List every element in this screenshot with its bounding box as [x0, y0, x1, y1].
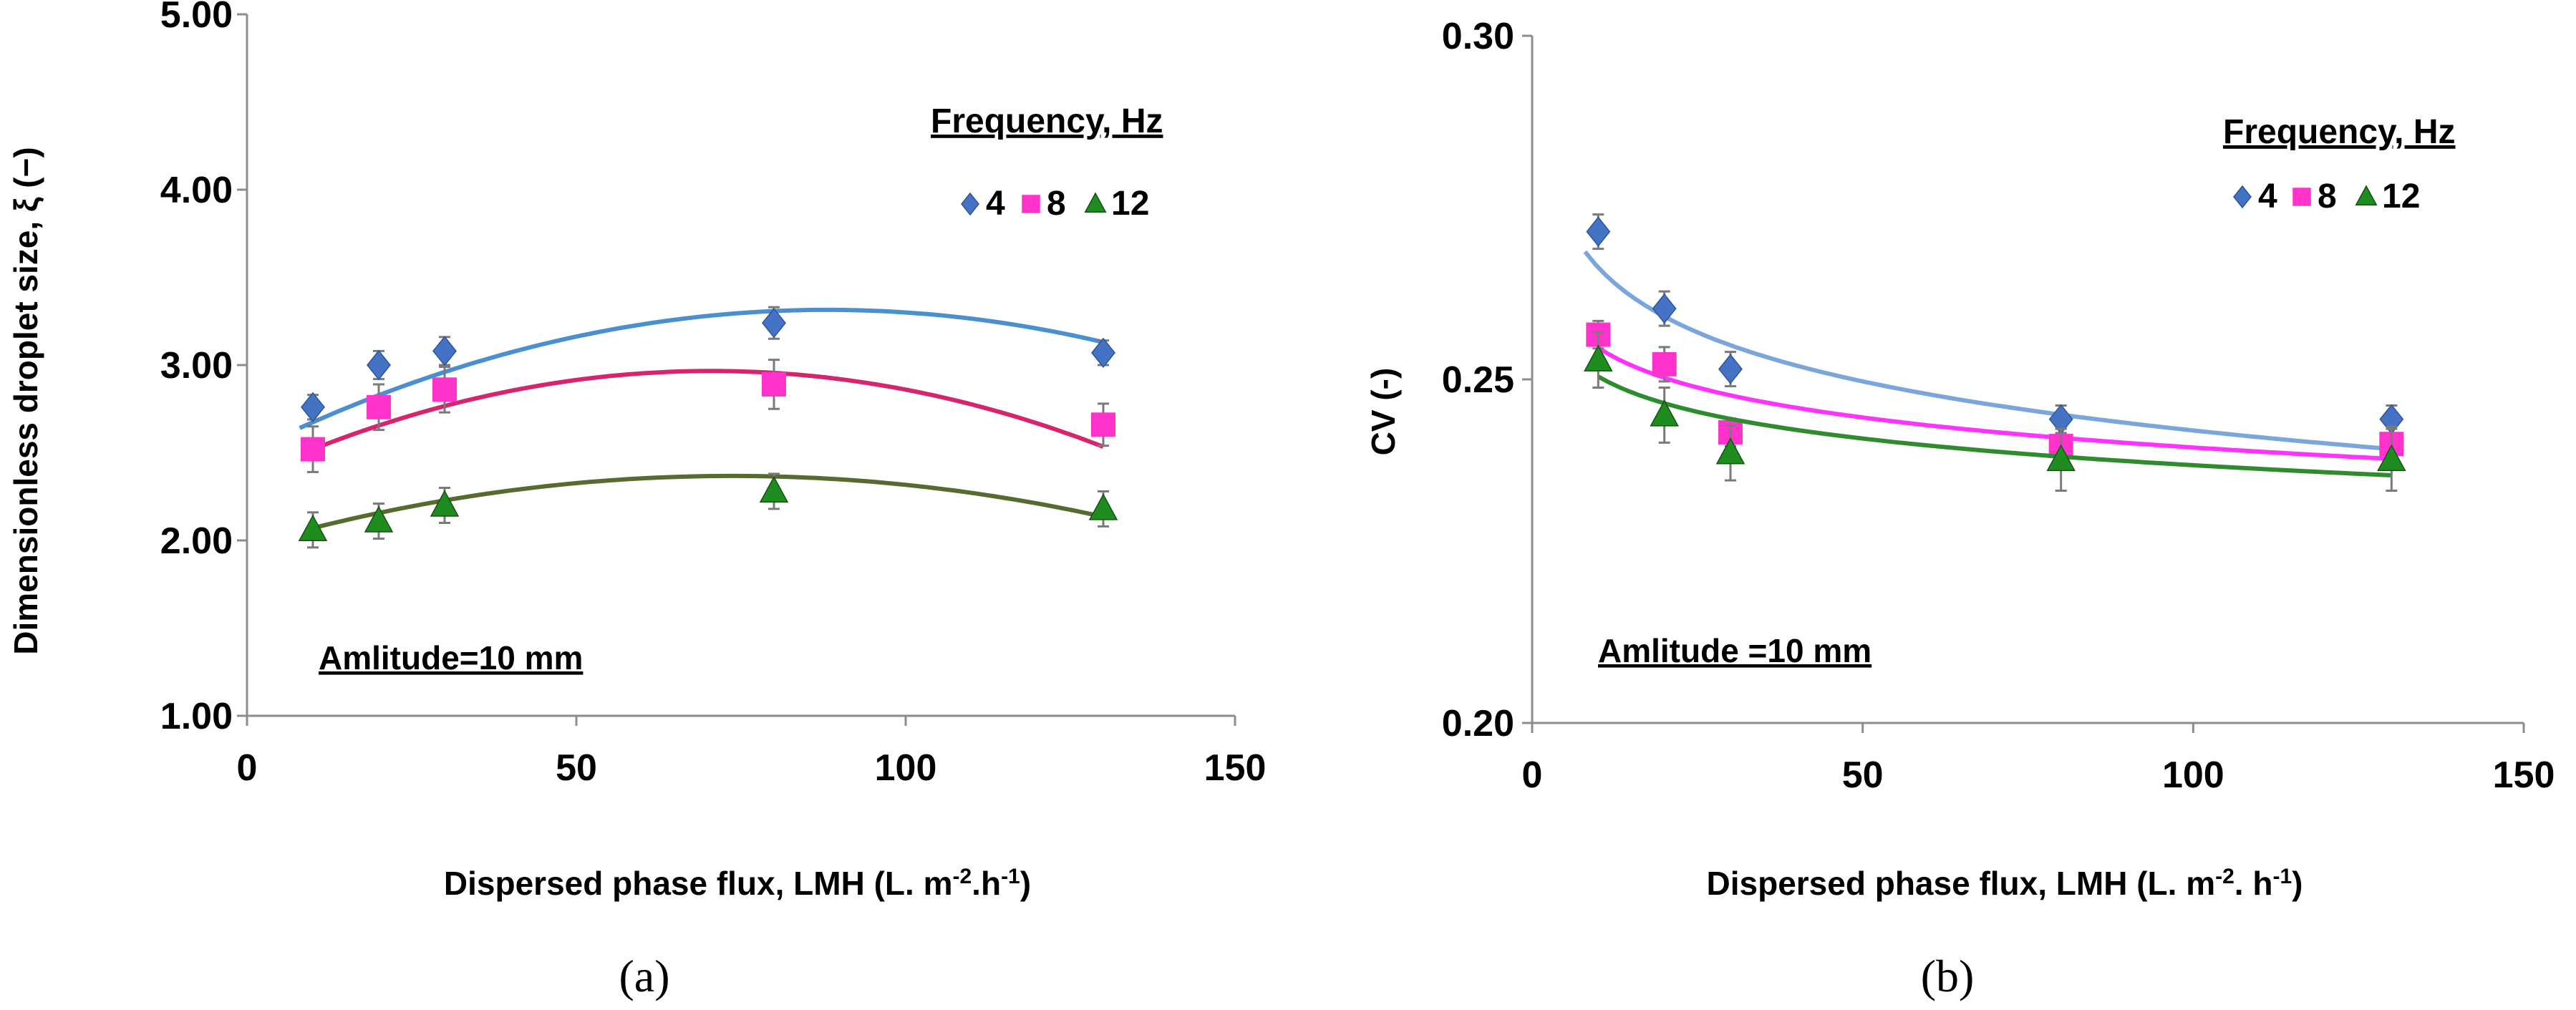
chart-1-xtick-label: 50 — [1842, 754, 1884, 796]
chart-1-series-4-point — [1586, 216, 1611, 247]
chart-1-series-12-point — [1650, 399, 1679, 427]
chart-0-series-4-point — [301, 392, 325, 423]
chart-0-legend-label-4: 4 — [986, 185, 1005, 223]
chart-0-series-12-point — [1088, 493, 1118, 520]
chart-0-xtick-label: 50 — [556, 747, 597, 789]
chart-1-legend-label-12: 12 — [2382, 178, 2420, 215]
chart-1-ytick-label: 0.25 — [1442, 359, 1514, 401]
chart-0-legend-marker-12 — [1084, 192, 1107, 213]
chart-0-series-12-point — [759, 475, 789, 503]
chart-1-series-12-point — [1584, 344, 1613, 372]
chart-a-panel-label: (a) — [619, 951, 669, 1001]
chart-1-series-4-point — [1652, 293, 1677, 324]
chart-0-ytick-label: 2.00 — [160, 520, 233, 562]
chart-1-xtick-label: 150 — [2493, 754, 2555, 796]
chart-a-legend-title: Frequency, Hz — [931, 102, 1163, 140]
chart-0-ytick-label: 3.00 — [160, 345, 233, 387]
chart-0-xtick-label: 150 — [1204, 747, 1267, 789]
chart-1-series-4-trendline — [1583, 250, 2392, 452]
chart-0-series-8-point — [301, 437, 325, 462]
chart-0-ytick-label: 4.00 — [160, 170, 233, 211]
chart-1-legend-marker-8 — [2292, 188, 2311, 206]
chart-1-legend-marker-4 — [2233, 185, 2252, 209]
chart-0-series-8-trendline — [311, 369, 1105, 452]
chart-1-legend-label-8: 8 — [2318, 178, 2337, 215]
chart-b: CV (-) Dispersed phase flux, LMH (L. m-2… — [1365, 16, 2555, 1001]
chart-b-panel-label: (b) — [1921, 951, 1975, 1001]
chart-0-series-8-point — [432, 377, 457, 402]
chart-b-annotation: Amlitude =10 mm — [1598, 632, 1872, 669]
chart-a-legend: 4 8 12 — [961, 185, 1149, 223]
chart-1-xtick-label: 100 — [2162, 754, 2224, 796]
chart-0-legend-marker-8 — [1022, 195, 1040, 213]
chart-0-ytick-label: 1.00 — [160, 696, 233, 737]
chart-0-series-4-point — [762, 307, 786, 339]
chart-1-legend-label-4: 4 — [2258, 178, 2277, 215]
chart-0-series-12-point — [298, 514, 328, 542]
chart-a-annotation: Amlitude=10 mm — [319, 639, 583, 676]
chart-0-legend-label-12: 12 — [1111, 185, 1149, 223]
chart-0-xtick-label: 100 — [875, 747, 937, 789]
chart-0-legend-label-8: 8 — [1047, 185, 1066, 223]
chart-b-ylabel: CV (-) — [1365, 368, 1402, 456]
chart-a-xlabel: Dispersed phase flux, LMH (L. m-2.h-1) — [444, 865, 1031, 903]
chart-b-legend-title: Frequency, Hz — [2223, 113, 2456, 151]
chart-0-series-12-point — [364, 505, 394, 533]
chart-0-series-4-point — [432, 336, 457, 366]
chart-1-legend-marker-12 — [2355, 185, 2378, 205]
chart-0-ytick-label: 5.00 — [160, 0, 233, 36]
chart-1-series-8-trendline — [1597, 346, 2392, 461]
chart-0-series-4-trendline — [299, 307, 1104, 430]
chart-a-ylabel: Dimensionless droplet size, ξ (−) — [7, 147, 44, 654]
chart-1-ytick-label: 0.20 — [1442, 703, 1514, 744]
chart-0-series-8-point — [367, 394, 391, 419]
chart-1-ytick-label: 0.30 — [1442, 16, 1514, 57]
chart-0-series-8-point — [1091, 412, 1115, 437]
chart-b-xlabel: Dispersed phase flux, LMH (L. m-2. h-1) — [1707, 865, 2303, 903]
chart-1-series-12-trendline — [1597, 374, 2392, 477]
chart-1-series-12-point — [2046, 444, 2076, 472]
chart-b-legend: 4 8 12 — [2233, 178, 2420, 215]
chart-0-legend-marker-4 — [961, 192, 979, 216]
chart-0-series-4-point — [367, 349, 391, 381]
chart-0-series-12-trendline — [312, 473, 1104, 530]
chart-1-xtick-label: 0 — [1522, 754, 1543, 796]
chart-1-series-4-point — [1718, 354, 1743, 384]
chart-1-series-12-point — [2377, 444, 2406, 472]
chart-0-xtick-label: 0 — [237, 747, 258, 789]
chart-0-series-12-point — [430, 490, 460, 517]
chart-0-series-8-point — [762, 372, 786, 397]
chart-0-series-4-point — [1091, 337, 1115, 369]
chart-a: Dimensionless droplet size, ξ (−) Disper… — [7, 0, 1266, 1001]
chart-1-series-12-point — [1715, 437, 1745, 465]
chart-1-series-8-point — [1652, 351, 1677, 377]
